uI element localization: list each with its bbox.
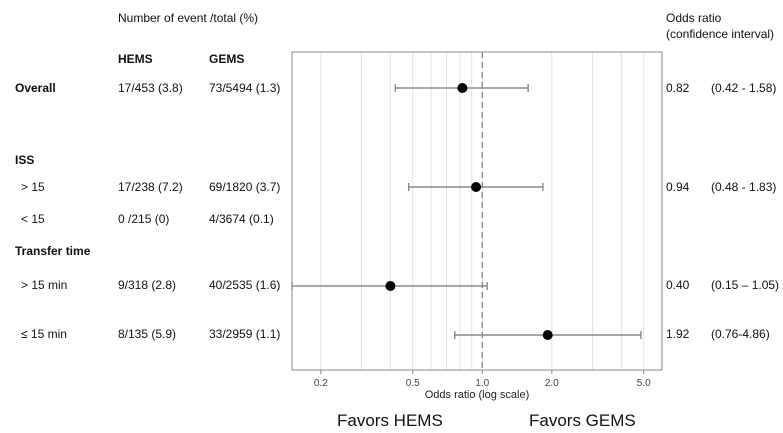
hems-value-iss-lt15: 0 /215 (0) bbox=[118, 212, 170, 226]
hems-column-header: HEMS bbox=[118, 52, 153, 66]
x-tick-label: 2.0 bbox=[545, 378, 559, 389]
gems-value-iss-gt15: 69/1820 (3.7) bbox=[209, 180, 281, 194]
odds-ratio-point bbox=[385, 281, 396, 291]
gems-value-overall: 73/5494 (1.3) bbox=[209, 81, 281, 95]
confidence-interval-header: (confidence interval) bbox=[666, 27, 775, 41]
events-header: Number of event /total (%) bbox=[118, 11, 259, 25]
x-tick-label: 0.5 bbox=[406, 378, 420, 389]
odds-ratio-transfer-le15: 1.92 bbox=[666, 327, 690, 341]
odds-ratio-point bbox=[542, 330, 553, 340]
row-label-overall: Overall bbox=[15, 81, 56, 95]
row-label-transfer-time: Transfer time bbox=[15, 244, 91, 258]
row-label-transfer-gt15: > 15 min bbox=[21, 278, 68, 292]
row-label-iss-gt15: > 15 bbox=[21, 180, 45, 194]
ci-overall: (0.42 - 1.58) bbox=[711, 81, 777, 95]
odds-ratio-transfer-gt15: 0.40 bbox=[666, 278, 690, 292]
gems-value-iss-lt15: 4/3674 (0.1) bbox=[209, 212, 274, 226]
gems-column-header: GEMS bbox=[209, 52, 245, 66]
row-label-transfer-le15: ≤ 15 min bbox=[21, 327, 67, 341]
ci-transfer-le15: (0.76-4.86) bbox=[711, 327, 770, 341]
ci-iss-gt15: (0.48 - 1.83) bbox=[711, 180, 777, 194]
favors-hems-label: Favors HEMS bbox=[337, 411, 443, 430]
x-tick-label: 1.0 bbox=[475, 378, 489, 389]
hems-value-iss-gt15: 17/238 (7.2) bbox=[118, 180, 183, 194]
odds-ratio-overall: 0.82 bbox=[666, 81, 690, 95]
odds-ratio-point bbox=[471, 182, 482, 192]
row-label-iss-lt15: < 15 bbox=[21, 212, 45, 226]
row-label-iss: ISS bbox=[15, 153, 35, 167]
hems-value-overall: 17/453 (3.8) bbox=[118, 81, 183, 95]
plot-frame bbox=[291, 51, 663, 371]
gems-value-transfer-gt15: 40/2535 (1.6) bbox=[209, 278, 281, 292]
odds-ratio-point bbox=[457, 83, 468, 93]
ci-transfer-gt15: (0.15 – 1.05) bbox=[711, 278, 780, 292]
x-tick-label: 5.0 bbox=[637, 378, 651, 389]
favors-gems-label: Favors GEMS bbox=[529, 411, 636, 430]
odds-ratio-header: Odds ratio bbox=[666, 11, 722, 25]
x-axis-label: Odds ratio (log scale) bbox=[425, 389, 530, 401]
odds-ratio-iss-gt15: 0.94 bbox=[666, 180, 690, 194]
gems-value-transfer-le15: 33/2959 (1.1) bbox=[209, 327, 281, 341]
hems-value-transfer-le15: 8/135 (5.9) bbox=[118, 327, 177, 341]
hems-value-transfer-gt15: 9/318 (2.8) bbox=[118, 278, 177, 292]
x-tick-label: 0.2 bbox=[314, 378, 328, 389]
